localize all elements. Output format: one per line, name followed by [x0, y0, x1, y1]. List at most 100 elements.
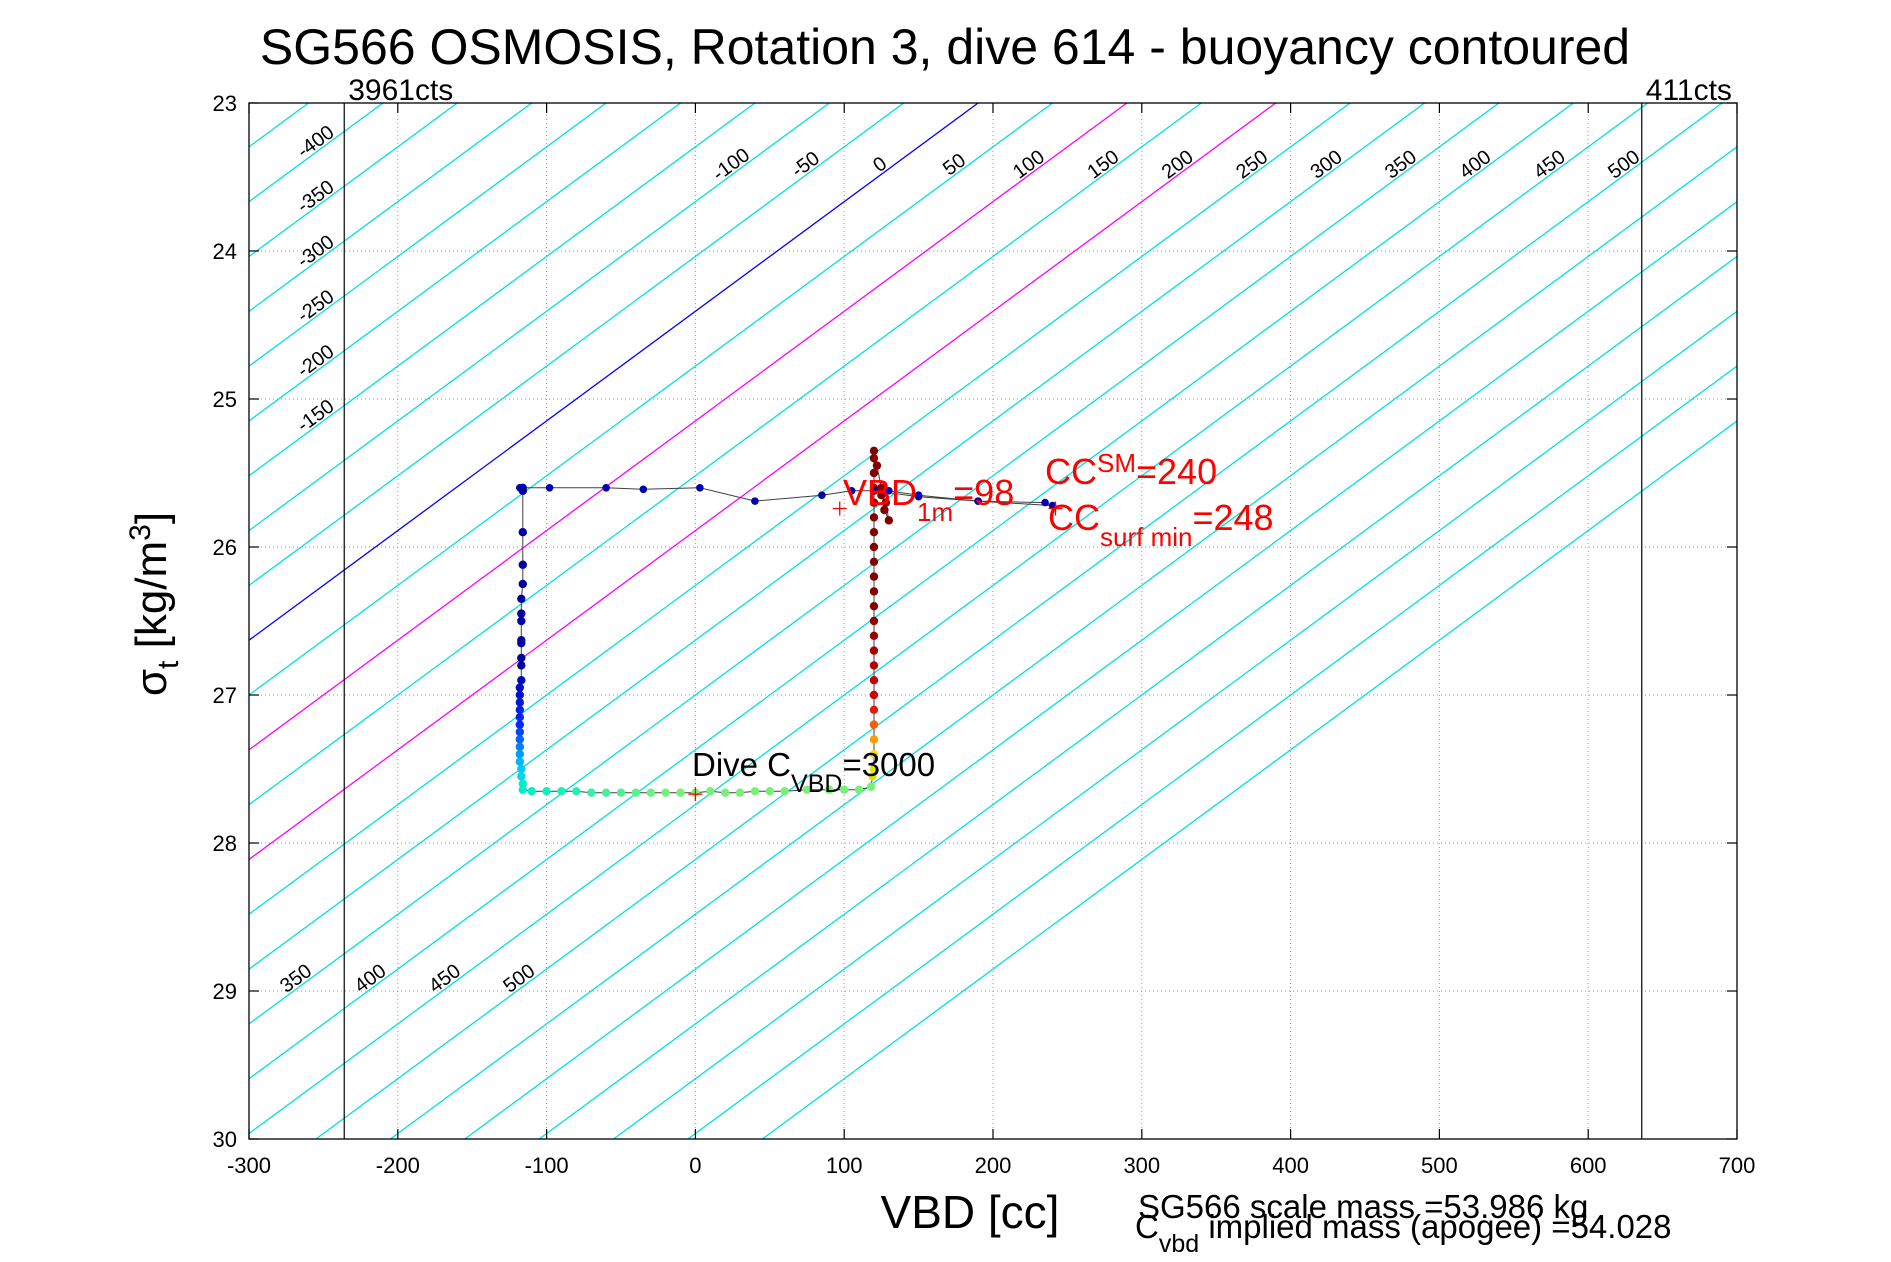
contour-line--500: [0, 103, 234, 1139]
surface-point-1: [885, 486, 893, 495]
descent-point-47: [825, 785, 834, 794]
surface-point-10: [818, 491, 826, 500]
contour-label-bottom-350: 350: [276, 960, 316, 998]
surface-point-5: [1048, 501, 1057, 510]
contour-label-bottom-450: 450: [425, 960, 465, 998]
descent-point-25: [517, 772, 526, 781]
descent-point-12: [517, 676, 526, 685]
x-tick-label-300: 300: [1123, 1153, 1160, 1178]
descent-point-26: [518, 779, 527, 788]
descent-point-40: [706, 787, 715, 796]
surface-point-16: [516, 484, 524, 492]
surface-point-12: [696, 484, 704, 492]
contour-line-600: [464, 200, 1737, 1139]
contour-label-top--100: -100: [709, 144, 754, 185]
descent-point-37: [661, 788, 670, 797]
ascent-point-19: [869, 498, 879, 507]
descent-point-49: [854, 785, 864, 794]
ascent-point-8: [869, 661, 879, 670]
contour-line-100: [249, 103, 1128, 751]
ascent-point-26: [880, 505, 889, 515]
surface-point-14: [602, 484, 610, 492]
descent-point-4: [518, 579, 527, 589]
contour-line-200: [249, 103, 1277, 861]
contour-label-top-200: 200: [1158, 146, 1198, 184]
cc-sm-annotation: CCSM=240: [1045, 448, 1217, 492]
ascent-point-3: [869, 735, 879, 744]
contour-label-top-0: 0: [869, 153, 891, 177]
contour-line--400: [249, 103, 384, 203]
contour-label-top-100: 100: [1009, 146, 1049, 184]
axes-frame: -300 -200 -100 0 100 200 300 400 500 600 700232425…: [213, 91, 1756, 1178]
ascent-point-18: [869, 513, 879, 522]
x-tick-label-700: 700: [1719, 1153, 1756, 1178]
descent-point-41: [720, 788, 730, 797]
descent-point-15: [515, 698, 525, 707]
y-tick-label-30: 30: [213, 1127, 237, 1152]
ascent-point-1: [869, 764, 879, 774]
surface-point-15: [545, 484, 554, 492]
contour-line--250: [249, 103, 607, 367]
y-axis-label-close: ]: [127, 512, 176, 524]
y-axis-label: σt [kg/m3]: [124, 512, 185, 696]
x-tick-label-600: 600: [1570, 1153, 1607, 1178]
ascent-point-10: [869, 631, 879, 640]
contour-label-top-500: 500: [1604, 146, 1644, 184]
y-axis-label-main: σ: [127, 669, 176, 696]
descent-point-22: [515, 750, 525, 759]
dive-tracks: [515, 446, 1063, 802]
descent-point-43: [750, 787, 760, 796]
descent-point-20: [515, 735, 525, 744]
y-tick-label-23: 23: [213, 91, 237, 116]
contour-label-top--50: -50: [788, 147, 824, 182]
contour-label-top-300: 300: [1307, 146, 1347, 184]
contour-label-top--300: -300: [293, 231, 338, 272]
surface-point-11: [751, 497, 759, 505]
surface-point-9: [847, 486, 856, 495]
scale-mass-note: SG566 scale mass =53.986 kg: [1138, 1188, 1588, 1225]
x-tick-label--100: -100: [525, 1153, 569, 1178]
y-tick-label-26: 26: [213, 535, 237, 560]
descent-point-23: [515, 757, 525, 766]
contour-label-top-350: 350: [1381, 146, 1421, 184]
descent-point-9: [517, 639, 526, 648]
ascent-point-25: [877, 483, 886, 492]
contour-line-750: [687, 365, 1737, 1139]
descent-point-45: [780, 787, 789, 796]
descent-point-21: [515, 742, 525, 751]
contour-label-top-450: 450: [1530, 146, 1570, 184]
contour-line-150: [249, 103, 1202, 806]
y-tick-label-27: 27: [213, 683, 237, 708]
y-tick-label-28: 28: [213, 831, 237, 856]
descent-point-11: [517, 661, 526, 670]
descent-point-5: [517, 594, 526, 603]
contour-line-650: [538, 255, 1737, 1139]
descent-point-24: [517, 764, 526, 774]
ascent-point-7: [869, 676, 879, 685]
surface-point-8: [870, 486, 878, 495]
descent-point-33: [601, 788, 611, 797]
descent-point-19: [515, 727, 525, 737]
y-tick-label-25: 25: [213, 387, 237, 412]
x-tick-label-200: 200: [975, 1153, 1012, 1178]
dive-cvbd-annotation: Dive CVBD=3000: [692, 746, 935, 798]
ascent-point-29: [877, 491, 886, 500]
x-axis-label: VBD [cc]: [881, 1186, 1060, 1238]
ascent-point-28: [881, 498, 891, 507]
x-tick-label-500: 500: [1421, 1153, 1458, 1178]
descent-point-6: [517, 609, 526, 618]
x-tick-label--200: -200: [376, 1153, 420, 1178]
contour-line-300: [249, 103, 1425, 970]
contour-line-50: [249, 103, 1053, 696]
track-line: [519, 450, 890, 794]
cc-surf-min-annotation: CCsurf min=248: [1048, 497, 1274, 552]
contour-line--150: [249, 103, 756, 477]
contour-line--100: [249, 103, 830, 532]
descent-point-10: [517, 653, 526, 663]
ascent-point-2: [869, 750, 879, 759]
contour-label-top--350: -350: [293, 176, 338, 217]
contour-label-top-50: 50: [939, 149, 970, 180]
contour-line-250: [249, 103, 1351, 916]
contour-label-top-150: 150: [1083, 146, 1123, 184]
descent-point-32: [587, 788, 596, 797]
